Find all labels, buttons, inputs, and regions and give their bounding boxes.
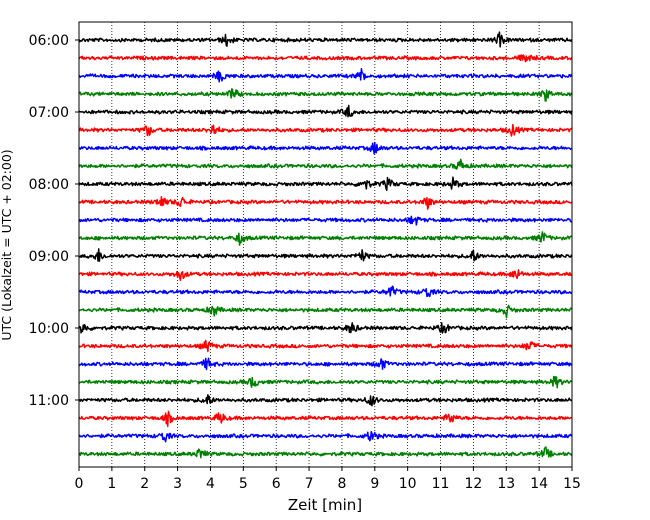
seismic-trace [78, 285, 573, 298]
y-tick-label: 09:00 [29, 249, 69, 265]
seismic-trace [78, 269, 573, 282]
y-tick-label: 08:00 [29, 177, 69, 193]
seismic-trace [78, 68, 573, 83]
seismic-trace [78, 357, 573, 371]
seismic-trace [78, 231, 573, 246]
x-tick-label: 1 [107, 476, 116, 492]
y-tick-label: 10:00 [29, 321, 69, 337]
y-tick-label: 11:00 [29, 393, 69, 409]
seismic-trace [78, 304, 573, 319]
x-tick-label: 0 [75, 476, 84, 492]
x-tick-label: 3 [173, 476, 182, 492]
x-tick-label: 9 [370, 476, 379, 492]
x-tick-label: 13 [497, 476, 515, 492]
y-tick-label: 07:00 [29, 105, 69, 121]
seismic-trace [78, 123, 573, 137]
x-tick-label: 5 [239, 476, 248, 492]
seismic-trace [78, 375, 573, 389]
seismic-trace [78, 104, 573, 118]
seismic-trace [78, 31, 573, 48]
x-tick-label: 4 [206, 476, 215, 492]
seismic-trace [78, 88, 573, 102]
x-tick-label: 8 [337, 476, 346, 492]
x-axis-ticks: 0 1 2 3 4 5 6 7 8 9 10 11 12 13 14 15 [75, 467, 581, 492]
y-axis-ticks: 06:00 07:00 08:00 09:00 10:00 11:00 [29, 33, 79, 409]
x-axis-label: Zeit [min] [288, 496, 362, 514]
seismic-trace [78, 176, 573, 191]
seismic-trace [78, 248, 573, 262]
y-axis-label: UTC (Lokalzeit = UTC + 02:00) [0, 149, 14, 340]
seismic-trace [78, 141, 573, 155]
x-tick-label: 6 [272, 476, 281, 492]
grid-lines [111, 22, 540, 467]
y-tick-label: 06:00 [29, 33, 69, 49]
x-tick-label: 7 [305, 476, 314, 492]
seismic-trace [78, 158, 573, 170]
x-tick-label: 11 [432, 476, 450, 492]
seismic-traces [78, 31, 573, 459]
seismic-trace [78, 339, 573, 353]
x-tick-label: 2 [140, 476, 149, 492]
x-tick-label: 10 [399, 476, 417, 492]
x-tick-label: 15 [563, 476, 581, 492]
x-tick-label: 12 [464, 476, 482, 492]
seismic-trace [78, 394, 573, 407]
seismic-trace [78, 196, 573, 210]
x-tick-label: 14 [530, 476, 548, 492]
seismic-trace [78, 430, 573, 443]
plot-frame [78, 21, 573, 468]
seismic-trace [78, 446, 573, 459]
seismic-trace [78, 54, 573, 63]
seismic-trace [78, 215, 573, 226]
seismic-trace [78, 322, 573, 334]
seismic-trace [78, 410, 573, 428]
